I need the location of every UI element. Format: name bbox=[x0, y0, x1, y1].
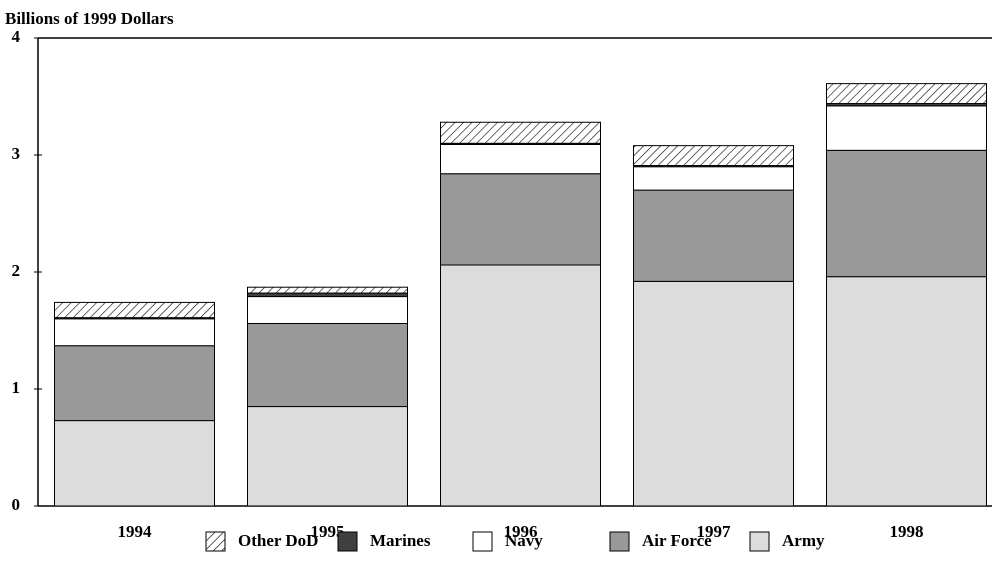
legend-swatch bbox=[337, 531, 358, 552]
bar-segment bbox=[54, 301, 215, 319]
legend-label: Navy bbox=[505, 531, 543, 550]
legend-label: Other DoD bbox=[238, 531, 318, 550]
bar-segment bbox=[54, 318, 215, 347]
y-axis-label: Billions of 1999 Dollars bbox=[5, 9, 174, 28]
bar-segment bbox=[633, 280, 794, 507]
bar-segment bbox=[826, 149, 987, 278]
bar-segment bbox=[826, 83, 987, 105]
y-tick-label: 2 bbox=[12, 261, 21, 280]
bar-segment bbox=[440, 121, 601, 144]
y-tick-label: 1 bbox=[12, 378, 21, 397]
legend-swatch bbox=[205, 531, 226, 552]
bar-segment bbox=[54, 420, 215, 507]
y-tick-label: 3 bbox=[12, 144, 21, 163]
legend-label: Marines bbox=[370, 531, 431, 550]
x-tick-label: 1994 bbox=[118, 522, 153, 541]
x-tick-label: 1998 bbox=[890, 522, 924, 541]
bar-segment bbox=[247, 286, 408, 294]
legend-swatch bbox=[749, 531, 770, 552]
legend-label: Air Force bbox=[642, 531, 712, 550]
bar-segment bbox=[440, 264, 601, 507]
bar-segment bbox=[633, 145, 794, 167]
legend-label: Army bbox=[782, 531, 825, 550]
bar-segment bbox=[247, 292, 408, 298]
bar-segment bbox=[440, 143, 601, 175]
x-tick-label: 1997 bbox=[697, 522, 732, 541]
y-tick-label: 4 bbox=[12, 27, 21, 46]
legend-swatch bbox=[609, 531, 630, 552]
x-tick-label: 1995 bbox=[311, 522, 345, 541]
bar-segment bbox=[440, 173, 601, 266]
legend-swatch bbox=[472, 531, 493, 552]
bar-segment bbox=[826, 105, 987, 151]
bar-segment bbox=[247, 322, 408, 408]
y-tick-label: 0 bbox=[12, 495, 21, 514]
bar-segment bbox=[54, 345, 215, 422]
x-tick-label: 1996 bbox=[504, 522, 538, 541]
bar-segment bbox=[826, 276, 987, 507]
bar-segment bbox=[247, 296, 408, 324]
bar-segment bbox=[633, 166, 794, 191]
bar-segment bbox=[633, 189, 794, 282]
bar-segment bbox=[247, 406, 408, 507]
